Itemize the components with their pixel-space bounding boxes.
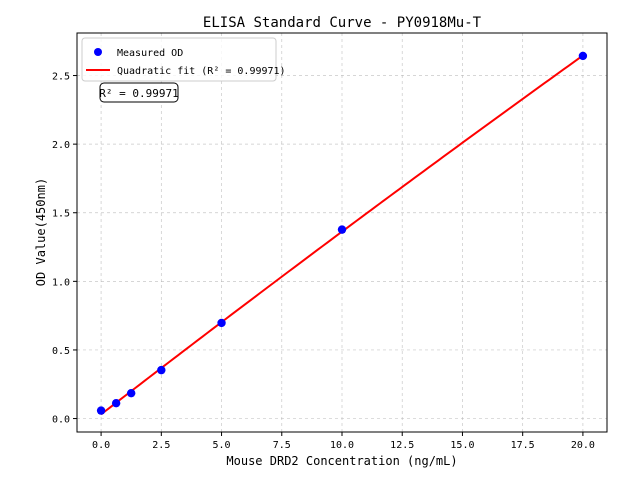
legend-marker-measured (94, 48, 102, 56)
data-point (157, 365, 166, 375)
data-point (337, 225, 347, 234)
y-tick-label: 0.0 (52, 415, 70, 426)
x-tick-label: 2.5 (152, 440, 170, 451)
r2-annotation-text: R² = 0.99971 (99, 87, 178, 100)
x-tick-label: 20.0 (571, 440, 595, 451)
y-tick-label: 2.0 (52, 140, 70, 151)
x-tick-label: 17.5 (511, 440, 535, 451)
ticks: 0.0 2.5 5.0 7.5 10.0 12.5 15.0 17.5 20.0 0.0 0.5 1.… (52, 72, 595, 451)
y-tick-label: 1.0 (52, 277, 70, 288)
x-axis-label: Mouse DRD2 Concentration (ng/mL) (226, 454, 457, 468)
r2-annotation: R² = 0.99971 (99, 82, 179, 103)
x-tick-label: 12.5 (390, 440, 414, 451)
legend-label-measured: Measured OD (117, 48, 183, 59)
legend: Measured OD Quadratic fit (R² = 0.99971) (81, 37, 286, 82)
x-tick-label: 5.0 (213, 440, 231, 451)
data-point (578, 51, 588, 61)
points-group (96, 51, 588, 415)
data-point (111, 398, 121, 408)
data-point (96, 406, 106, 415)
x-tick-label: 0.0 (92, 440, 110, 451)
x-tick-label: 15.0 (450, 440, 474, 451)
y-tick-label: 1.5 (52, 209, 70, 220)
x-tick-label: 7.5 (273, 440, 291, 451)
y-axis-label: OD Value(450nm) (34, 178, 48, 286)
x-tick-label: 10.0 (330, 440, 354, 451)
fit-line-group (100, 54, 584, 416)
y-tick-label: 0.5 (52, 346, 70, 357)
y-tick-label: 2.5 (52, 72, 70, 83)
data-point (127, 388, 136, 398)
data-point (217, 318, 226, 328)
chart-title: ELISA Standard Curve - PY0918Mu-T (203, 15, 482, 31)
legend-label-fit: Quadratic fit (R² = 0.99971) (117, 66, 286, 77)
fit-line (100, 54, 584, 416)
